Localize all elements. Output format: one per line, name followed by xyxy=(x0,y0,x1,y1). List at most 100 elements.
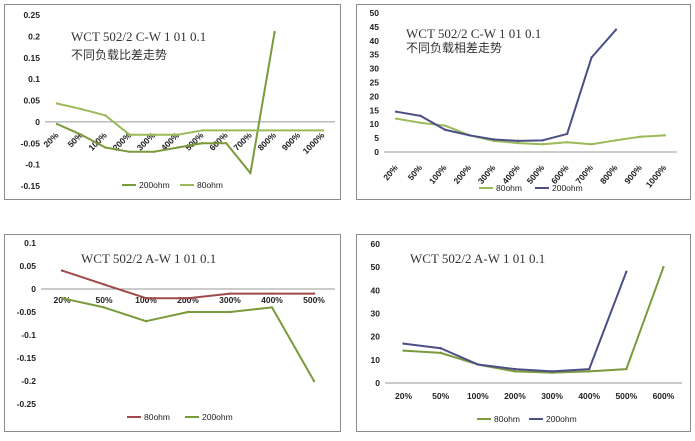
legend-label-200ohm: 200ohm xyxy=(546,414,577,424)
y-tick-label: 0.25 xyxy=(23,10,40,20)
y-tick-label: -0.25 xyxy=(17,399,37,409)
legend-label-80ohm: 80ohm xyxy=(496,183,522,193)
chart-title: WCT 502/2 A-W 1 01 0.1 xyxy=(81,251,216,266)
y-tick-label: 15 xyxy=(370,105,380,115)
data-point-80ohm xyxy=(439,351,442,355)
x-tick-label: 50% xyxy=(432,391,449,401)
chart-panel-ratio-aw: -0.25 -0.2 -0.15 -0.1 -0.05 0 0.05 0.1 20% 50% 100… xyxy=(4,234,341,432)
data-point-200ohm xyxy=(80,133,83,136)
series-line-80ohm xyxy=(403,266,665,374)
y-tick-label: 10 xyxy=(371,355,381,365)
data-point-80ohm xyxy=(55,102,59,105)
data-point-200ohm xyxy=(104,146,107,149)
y-tick-label: 45 xyxy=(370,22,380,32)
data-point-80ohm xyxy=(565,141,569,144)
x-tick-label: 500% xyxy=(525,163,547,186)
y-tick-label: 0.05 xyxy=(23,96,40,106)
y-tick-label: -0.05 xyxy=(17,307,37,317)
x-tick-label: 800% xyxy=(598,163,620,186)
x-tick-label: 50% xyxy=(95,295,112,305)
y-tick-label: 0 xyxy=(35,117,40,127)
data-point-200ohm xyxy=(468,134,471,137)
data-point-80ohm xyxy=(152,133,155,136)
chart-ratio-aw: -0.25 -0.2 -0.15 -0.1 -0.05 0 0.05 0.1 20% 50% 100… xyxy=(17,238,335,422)
data-point-200ohm xyxy=(273,30,276,34)
data-point-80ohm xyxy=(419,121,422,125)
data-point-80ohm xyxy=(312,292,316,295)
x-tick-label: 400% xyxy=(578,391,600,401)
data-point-80ohm xyxy=(662,265,665,269)
y-tick-label: 35 xyxy=(370,50,380,60)
data-point-200ohm xyxy=(225,142,228,145)
data-point-80ohm xyxy=(513,370,517,373)
y-tick-label: 60 xyxy=(371,239,381,249)
data-point-80ohm xyxy=(625,367,628,371)
data-point-200ohm xyxy=(60,297,64,300)
x-tick-label: 900% xyxy=(280,130,303,153)
data-point-80ohm xyxy=(249,129,252,132)
data-point-80ohm xyxy=(443,124,447,127)
data-point-80ohm xyxy=(176,133,180,136)
data-point-200ohm xyxy=(419,114,422,118)
series-line-80ohm xyxy=(56,102,323,136)
legend-label-200ohm: 200ohm xyxy=(202,412,233,422)
data-point-200ohm xyxy=(492,138,496,141)
y-tick-label: 0 xyxy=(374,147,379,157)
legend-label-200ohm: 200ohm xyxy=(552,183,583,193)
data-point-200ohm xyxy=(541,139,544,142)
x-tick-label: 1000% xyxy=(301,130,327,156)
data-point-200ohm xyxy=(249,171,252,175)
x-tick-label: 200% xyxy=(504,391,526,401)
x-tick-label: 20% xyxy=(41,130,60,149)
data-point-80ohm xyxy=(128,133,131,136)
data-point-80ohm xyxy=(80,107,83,111)
data-point-80ohm xyxy=(587,370,591,373)
x-tick-label: 300% xyxy=(219,295,241,305)
x-tick-label: 300% xyxy=(135,130,158,153)
data-point-200ohm xyxy=(513,367,517,371)
data-point-80ohm xyxy=(590,143,593,146)
x-tick-label: 20% xyxy=(395,391,412,401)
series-line-200ohm xyxy=(396,29,617,142)
data-point-200ohm xyxy=(152,150,155,153)
y-tick-label: 0.05 xyxy=(19,261,36,271)
chart-title: WCT 502/2 C-W 1 01 0.1 xyxy=(71,29,206,44)
y-tick-label: -0.1 xyxy=(21,330,36,340)
y-tick-label: 0.1 xyxy=(24,238,36,248)
series-line-200ohm xyxy=(403,271,628,373)
y-tick-label: 30 xyxy=(370,64,380,74)
data-point-80ohm xyxy=(663,134,666,137)
x-tick-label: 50% xyxy=(406,163,425,183)
data-point-80ohm xyxy=(270,292,274,295)
y-tick-label: 20 xyxy=(371,332,381,342)
data-point-200ohm xyxy=(565,132,569,136)
data-point-80ohm xyxy=(639,135,642,138)
y-tick-label: -0.1 xyxy=(25,160,40,170)
data-point-80ohm xyxy=(395,117,398,120)
y-tick-label: 40 xyxy=(370,36,380,46)
data-point-80ohm xyxy=(402,349,405,352)
y-tick-label: 20 xyxy=(370,91,380,101)
series-line-80ohm xyxy=(396,117,665,146)
chart-panel-ratio-cw: -0.15 -0.1 -0.05 0 0.05 0.1 0.15 0.2 0.25 20% 50% 1… xyxy=(4,4,341,200)
data-point-200ohm xyxy=(102,306,106,309)
data-point-80ohm xyxy=(144,297,148,300)
data-point-80ohm xyxy=(104,114,107,117)
data-point-80ohm xyxy=(614,139,618,142)
series-line-200ohm xyxy=(56,31,276,175)
data-point-200ohm xyxy=(270,306,274,309)
data-point-80ohm xyxy=(517,141,520,145)
data-point-80ohm xyxy=(541,143,544,146)
data-point-200ohm xyxy=(550,370,554,373)
legend-label-200ohm: 200ohm xyxy=(139,180,170,190)
data-point-80ohm xyxy=(186,297,190,300)
data-point-200ohm xyxy=(476,363,480,366)
data-point-200ohm xyxy=(312,379,316,383)
chart-panel-phase-aw: 0 10 20 30 40 50 60 20% 50% 100% 200% 300% 400% 500% 6… xyxy=(356,234,691,432)
data-point-200ohm xyxy=(590,56,593,59)
y-tick-label: 5 xyxy=(374,133,379,143)
x-tick-label: 500% xyxy=(303,295,325,305)
x-tick-label: 20% xyxy=(381,163,400,183)
